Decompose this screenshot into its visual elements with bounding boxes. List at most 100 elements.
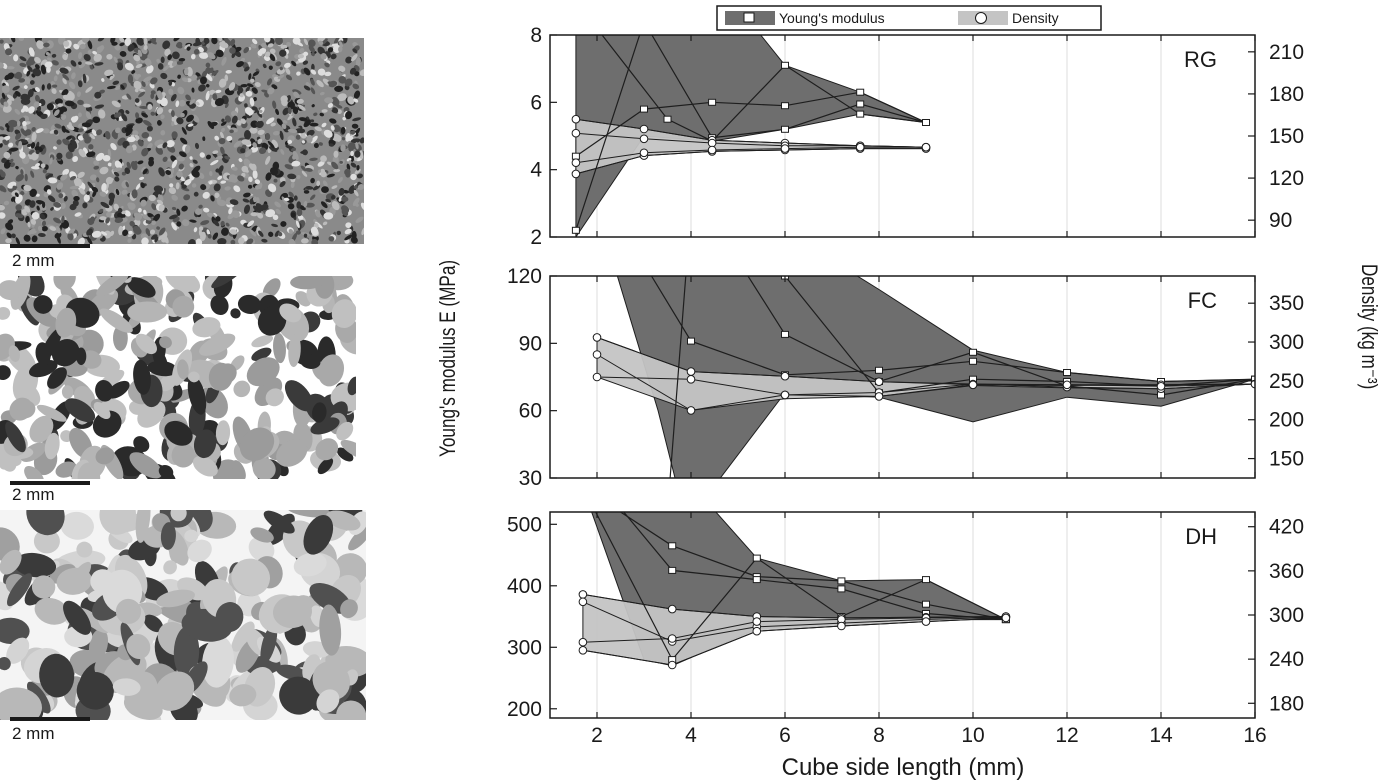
youngs-modulus-point (572, 0, 579, 4)
density-point (752, 626, 762, 636)
youngs-modulus-point (875, 366, 883, 374)
micrograph-fc (0, 276, 356, 479)
scale-bar-label-dh: 2 mm (12, 724, 55, 743)
youngs-modulus-point (781, 61, 789, 69)
plot-content (592, 276, 1255, 478)
legend-circle-marker (975, 12, 987, 24)
youngs-modulus-point (969, 348, 977, 356)
youngs-modulus-point (663, 115, 672, 123)
x-tick-label: 2 (591, 724, 603, 747)
youngs-modulus-point (837, 585, 846, 593)
youngs-modulus-point (708, 98, 717, 106)
plot-frame (549, 275, 1256, 479)
density-point (639, 148, 649, 158)
density-point (639, 134, 649, 144)
density-point (921, 617, 931, 626)
density-line (596, 336, 1255, 387)
scale-bar-rg: 2 mm (10, 244, 90, 270)
density-point (855, 142, 865, 152)
youngs-modulus-point (922, 119, 930, 126)
density-point (1001, 613, 1011, 623)
density-point (592, 333, 602, 342)
panel-rg: 2 4 6 8 90 120 150 180 210 RG (530, 0, 1304, 249)
density-line (575, 132, 927, 148)
density-point (639, 124, 649, 134)
youngs-modulus-envelope (616, 276, 1255, 478)
youngs-modulus-point (687, 337, 695, 345)
youngs-modulus-line (650, 276, 1255, 383)
y-tick-label: 8 (530, 24, 542, 47)
density-point (578, 646, 588, 655)
density-point (571, 128, 581, 138)
density-point (1156, 382, 1166, 391)
density-point (592, 350, 602, 359)
density-point (968, 380, 978, 390)
scale-bar-label-rg: 2 mm (12, 251, 55, 270)
legend-square-marker (743, 12, 755, 23)
youngs-modulus-point (781, 330, 789, 338)
youngs-modulus-point (922, 576, 930, 584)
y2-tick-label: 300 (1269, 604, 1304, 627)
density-point (780, 390, 790, 400)
x-tick-label: 16 (1243, 724, 1266, 747)
panel-fc: 30 60 90 120 150 200 250 300 350 FC (507, 265, 1304, 490)
density-point (571, 158, 581, 167)
y-tick-label: 200 (507, 698, 542, 721)
micrograph-rg (0, 38, 364, 244)
legend: Young's modulus Density (716, 5, 1102, 31)
density-line (596, 376, 1255, 397)
x-tick-label: 12 (1055, 724, 1078, 747)
density-line (575, 146, 926, 164)
density-point (592, 372, 602, 382)
y2-tick-label: 210 (1269, 41, 1304, 64)
scale-bar-label-fc: 2 mm (12, 485, 55, 504)
y2-tick-label: 120 (1269, 167, 1304, 190)
youngs-modulus-line (747, 276, 1255, 396)
youngs-modulus-point (641, 19, 648, 25)
y2-tick-label: 180 (1269, 692, 1304, 715)
plot-content (571, 0, 931, 237)
youngs-modulus-point (579, 484, 586, 490)
density-line (596, 354, 1255, 411)
panel-label: RG (1184, 47, 1217, 72)
density-line (582, 593, 1006, 619)
panel-dh: 200 300 400 500 180 240 300 360 420 2 4 6 8 10 12 14 16 D… (507, 484, 1304, 747)
youngs-modulus-point (781, 102, 789, 110)
youngs-modulus-line (575, 35, 927, 231)
y2-tick-label: 200 (1269, 409, 1304, 432)
youngs-modulus-point (1063, 369, 1071, 376)
density-point (780, 144, 790, 153)
youngs-modulus-point (856, 88, 865, 96)
y-tick-label: 90 (519, 332, 542, 355)
density-point (578, 590, 588, 599)
density-line (575, 148, 926, 175)
density-point (667, 634, 677, 643)
x-tick-label: 14 (1149, 724, 1173, 747)
youngs-modulus-point (571, 152, 580, 160)
density-line (582, 601, 1006, 643)
y-tick-label: 4 (530, 159, 542, 182)
legend-youngs-label: Young's modulus (779, 10, 885, 26)
youngs-modulus-point (1251, 375, 1255, 383)
panel-label: FC (1188, 288, 1217, 313)
youngs-modulus-point (668, 542, 677, 550)
density-line (582, 617, 1006, 666)
y-tick-label: 6 (530, 91, 542, 114)
youngs-modulus-point (579, 484, 586, 490)
y2-tick-label: 420 (1269, 516, 1304, 539)
youngs-modulus-point (571, 226, 580, 234)
y-tick-label: 300 (507, 636, 542, 659)
y-tick-label: 120 (507, 265, 542, 288)
youngs-modulus-point (856, 100, 865, 108)
panel-label: DH (1185, 524, 1217, 549)
density-point (707, 138, 717, 148)
density-point (752, 617, 762, 626)
density-point (578, 637, 588, 647)
youngs-modulus-point (837, 577, 846, 585)
plot-content (578, 484, 1011, 670)
youngs-modulus-line (622, 512, 1006, 621)
density-point (874, 377, 884, 387)
density-point (686, 406, 696, 415)
y-tick-label: 2 (530, 226, 542, 249)
y2-tick-label: 250 (1269, 370, 1304, 393)
